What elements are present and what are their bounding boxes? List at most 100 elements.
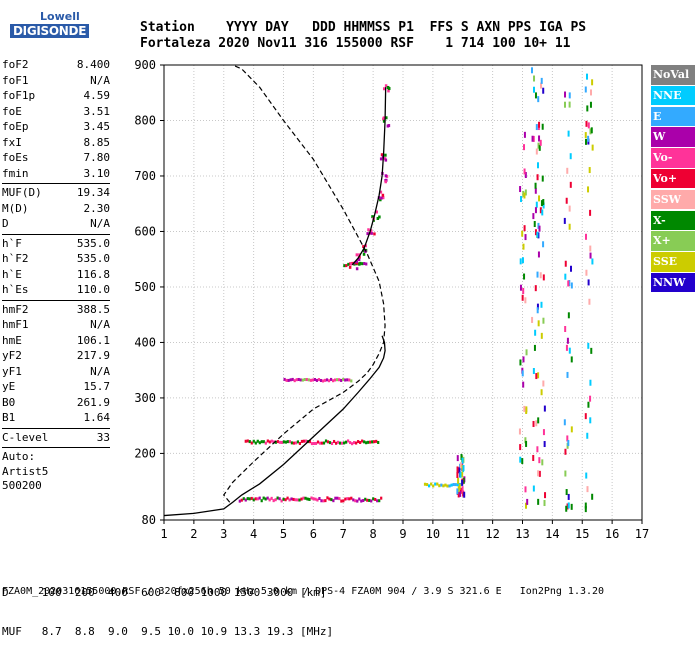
echo-point [361, 262, 364, 266]
echo-point [531, 135, 534, 142]
echo-point [276, 496, 279, 500]
echo-point [355, 441, 358, 445]
echo-point [460, 453, 463, 460]
echo-point [322, 441, 326, 445]
echo-point [375, 210, 378, 214]
param-value: 106.1 [76, 333, 110, 347]
echo-point [519, 456, 522, 463]
echo-point [292, 441, 296, 445]
echo-point [536, 307, 539, 314]
param-divider [2, 299, 110, 301]
echo-point [524, 437, 527, 444]
echo-point [570, 356, 573, 363]
echo-point [334, 496, 337, 500]
echo-point [587, 135, 590, 142]
echo-point [565, 505, 568, 512]
echo-point [311, 378, 314, 382]
autoscaling-info: Auto: Artist5 500200 [2, 450, 110, 494]
echo-point [366, 498, 369, 502]
echo-point [299, 378, 302, 382]
echo-point [568, 280, 571, 287]
echo-point [524, 234, 527, 241]
echo-point [330, 442, 334, 446]
echo-point [342, 499, 345, 503]
param-row: fxI 8.85 [2, 136, 110, 152]
echo-point [519, 359, 522, 366]
echo-point [523, 168, 526, 175]
echo-point [566, 371, 569, 378]
echo-point [584, 233, 587, 240]
echo-point [250, 496, 253, 500]
echo-point [586, 105, 589, 112]
echo-point [521, 257, 524, 264]
x-tick-label: 13 [515, 527, 529, 541]
echo-point [258, 441, 261, 445]
echo-point [456, 455, 459, 462]
param-row: foF2 8.400 [2, 58, 110, 74]
echo-point [522, 190, 525, 197]
echo-point [461, 486, 464, 493]
echo-point [584, 413, 587, 420]
echo-point [330, 498, 333, 502]
echo-point [539, 207, 542, 214]
echo-point [346, 378, 349, 382]
y-tick-label: 80 [142, 513, 156, 527]
echo-point [442, 484, 445, 488]
echo-point [537, 372, 540, 379]
param-label: hmE [2, 333, 22, 347]
echo-point [538, 144, 541, 151]
echo-point [540, 82, 543, 89]
echo-point [585, 269, 588, 276]
echo-point [384, 84, 388, 88]
y-tick-label: 800 [134, 113, 156, 127]
param-divider [2, 447, 110, 448]
echo-point [584, 506, 587, 513]
echo-point [336, 440, 340, 444]
echo-point [290, 441, 294, 445]
echo-point [534, 329, 537, 336]
param-label: foE [2, 104, 22, 118]
scaled-parameters-panel: foF2 8.400 foF1 N/A foF1p 4.59 foE 3.51 foEp 3.45… [2, 58, 110, 494]
x-tick-label: 3 [220, 527, 227, 541]
echo-point [535, 148, 538, 155]
echo-point [590, 127, 593, 134]
echo-point [525, 349, 528, 356]
echo-point [519, 186, 522, 193]
echo-point [357, 258, 361, 262]
legend-item: NNE [651, 85, 695, 106]
echo-point [308, 440, 312, 444]
param-row: yF2 217.9 [2, 349, 110, 365]
echo-point [591, 493, 594, 500]
logo-digisonde-text: DIGISONDE [10, 24, 90, 38]
echo-point [318, 441, 322, 445]
x-tick-label: 6 [310, 527, 317, 541]
echo-point [568, 101, 571, 108]
echo-point [587, 401, 590, 408]
echo-point [300, 439, 304, 443]
echo-point [461, 479, 464, 486]
echo-point [380, 196, 383, 200]
echo-point [541, 175, 544, 182]
echo-point [340, 499, 343, 503]
param-row: B1 1.64 [2, 411, 110, 427]
echo-point [288, 498, 291, 502]
param-row: MUF(D) 19.34 [2, 186, 110, 202]
echo-point [589, 209, 592, 216]
echo-point [440, 483, 443, 487]
echo-point [585, 138, 588, 145]
echo-point [534, 285, 537, 292]
echo-point [459, 490, 462, 497]
echo-point [379, 190, 383, 194]
echo-point [542, 429, 545, 436]
x-tick-label: 1 [160, 527, 167, 541]
echo-point [425, 483, 429, 487]
echo-point [584, 86, 587, 93]
param-value: 8.85 [83, 135, 111, 149]
echo-point [542, 274, 545, 281]
echo-point [586, 486, 589, 493]
echo-point [379, 157, 383, 161]
echo-point [286, 440, 289, 444]
echo-point [531, 316, 534, 323]
echo-point [379, 198, 382, 202]
logo-lowell-text: Lowell [40, 10, 80, 23]
